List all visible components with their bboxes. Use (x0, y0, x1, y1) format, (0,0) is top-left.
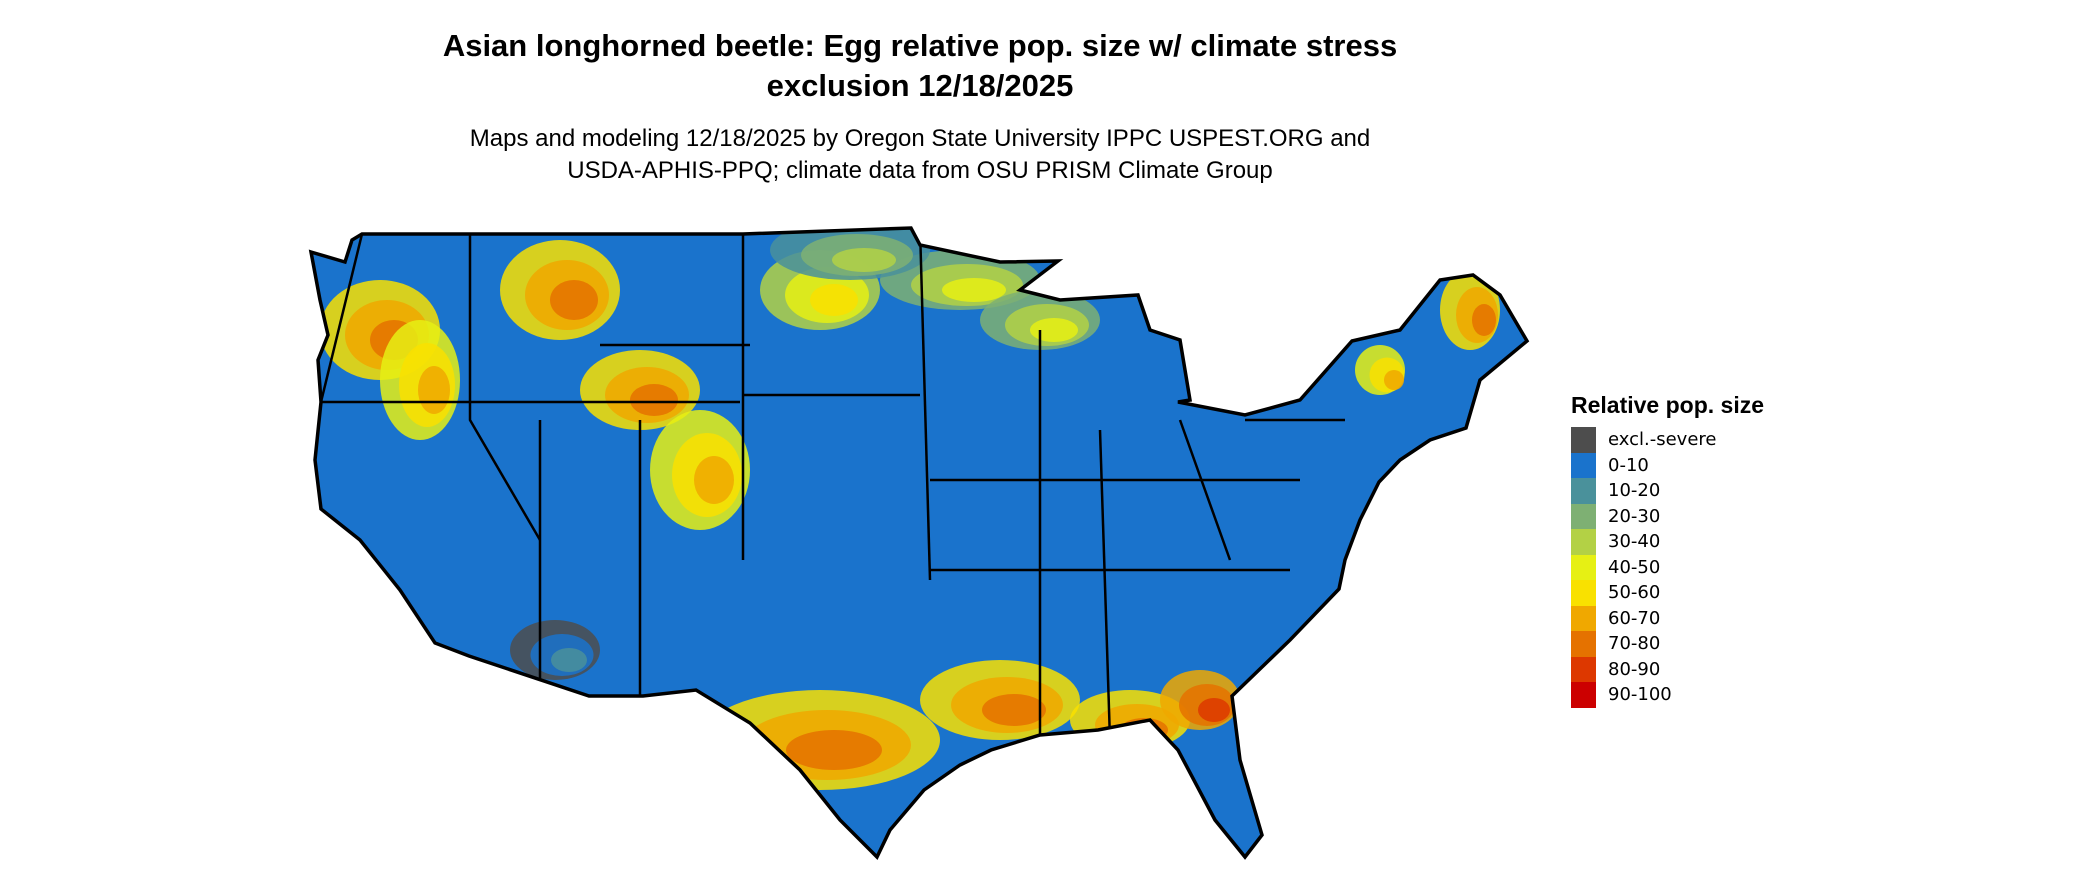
state-border (468, 234, 542, 541)
legend-label: 80-90 (1608, 658, 1661, 680)
legend-swatch (1571, 580, 1596, 606)
map-title-line2: exclusion 12/18/2025 (766, 68, 1074, 103)
legend-item: 0-10 (1571, 452, 1764, 478)
state-border (1178, 419, 1232, 561)
legend-swatch (1571, 503, 1596, 529)
legend-title: Relative pop. size (1571, 392, 1765, 418)
state-border (918, 228, 932, 581)
legend-swatch (1571, 427, 1596, 453)
suitability-patch (786, 730, 882, 770)
legend-item: excl.-severe (1571, 427, 1764, 453)
suitability-patch (832, 248, 896, 272)
legend-swatch (1571, 478, 1596, 504)
suitability-patch (694, 456, 734, 504)
suitability-patch (982, 694, 1046, 726)
map-subtitle-line2: USDA-APHIS-PPQ; climate data from OSU PR… (567, 157, 1273, 184)
legend-item: 20-30 (1571, 503, 1764, 529)
us-outline (308, 226, 1530, 860)
legend-item: 10-20 (1571, 478, 1764, 504)
suitability-patch (418, 366, 450, 414)
state-border (319, 233, 364, 403)
legend-label: 40-50 (1608, 556, 1661, 578)
state-borders (319, 228, 1345, 741)
suitability-patch (550, 280, 598, 320)
legend-item: 70-80 (1571, 631, 1764, 657)
suitability-patch (942, 278, 1006, 302)
legend: Relative pop. size excl.-severe 0-10 10-20… (1571, 392, 1764, 708)
legend-item: 40-50 (1571, 554, 1764, 580)
map-title: Asian longhorned beetle: Egg relative po… (442, 28, 1398, 63)
legend-swatch (1571, 631, 1596, 657)
legend-item: 90-100 (1571, 682, 1764, 708)
suitability-patch (1030, 318, 1078, 342)
legend-item: 60-70 (1571, 605, 1764, 631)
suitability-patch (1384, 370, 1404, 390)
legend-label: 20-30 (1608, 505, 1661, 527)
suitability-patch (810, 284, 858, 316)
legend-swatch (1571, 656, 1596, 682)
suitability-patch (1198, 698, 1230, 722)
legend-item: 80-90 (1571, 656, 1764, 682)
state-border (1098, 429, 1112, 741)
legend-label: 90-100 (1608, 684, 1672, 706)
legend-label: 50-60 (1608, 582, 1661, 604)
suitability-patch (551, 648, 587, 672)
legend-swatch (1571, 682, 1596, 708)
legend-label: 0-10 (1608, 454, 1649, 476)
legend-swatch (1571, 605, 1596, 631)
legend-swatch (1571, 529, 1596, 555)
legend-item: 30-40 (1571, 529, 1764, 555)
legend-item: 50-60 (1571, 580, 1764, 606)
legend-label: 70-80 (1608, 633, 1661, 655)
legend-label: 30-40 (1608, 531, 1661, 553)
legend-label: 60-70 (1608, 607, 1661, 629)
suitability-patch (630, 384, 678, 416)
legend-swatch (1571, 554, 1596, 580)
legend-label: 10-20 (1608, 480, 1661, 502)
legend-label: excl.-severe (1608, 429, 1717, 451)
suitability-patch (1472, 304, 1496, 336)
legend-swatch (1571, 452, 1596, 478)
map-subtitle: Maps and modeling 12/18/2025 by Oregon S… (469, 125, 1371, 152)
